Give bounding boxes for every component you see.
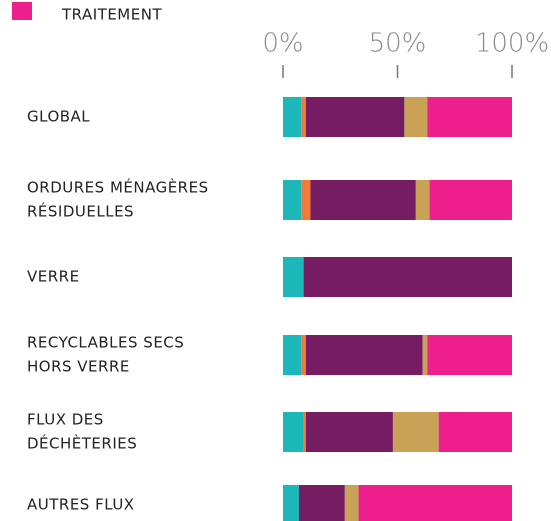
x-tick-label: 100%	[475, 29, 549, 59]
bar-segment	[404, 97, 428, 137]
legend-label: TRAITEMENT	[61, 6, 162, 24]
bar-segment	[344, 485, 359, 521]
bar-segment	[283, 335, 302, 375]
bar-segment	[427, 335, 512, 375]
bar-segment	[427, 97, 512, 137]
bar-segment	[310, 180, 416, 220]
bar-segment	[305, 335, 423, 375]
bar-segment	[303, 257, 512, 297]
bar-segment	[305, 97, 405, 137]
category-label: DÉCHÈTERIES	[27, 434, 137, 453]
bar-segment	[415, 180, 430, 220]
bar-segment	[299, 485, 345, 521]
category-label: RÉSIDUELLES	[27, 202, 134, 221]
category-label: GLOBAL	[27, 108, 90, 126]
category-label: RECYCLABLES SECS	[27, 334, 184, 352]
category-label: AUTRES FLUX	[27, 496, 135, 514]
bar-segment	[438, 412, 512, 452]
bar-segment	[358, 485, 512, 521]
x-tick-label: 50%	[369, 29, 427, 59]
bar-segment	[305, 412, 393, 452]
bar-segment	[283, 97, 302, 137]
bar-segment	[301, 335, 306, 375]
category-label: FLUX DES	[27, 411, 104, 429]
legend-swatch	[12, 2, 32, 20]
category-label: ORDURES MÉNAGÈRES	[27, 178, 209, 197]
bar-segment	[301, 97, 306, 137]
bar-segment	[422, 335, 428, 375]
bar-segment	[283, 412, 304, 452]
bar-segment	[283, 257, 304, 297]
bar-segment	[301, 180, 311, 220]
bar-segment	[392, 412, 439, 452]
bar-segment	[283, 485, 300, 521]
category-label: HORS VERRE	[27, 358, 130, 376]
x-tick-label: 0%	[262, 29, 303, 59]
bar-segment	[303, 412, 306, 452]
bar-segment	[283, 180, 302, 220]
bar-segment	[429, 180, 512, 220]
category-label: VERRE	[27, 268, 80, 286]
